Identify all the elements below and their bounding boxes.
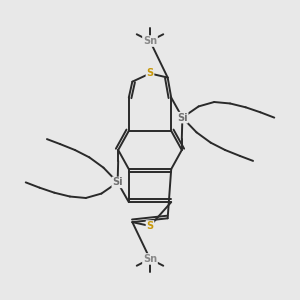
Text: Sn: Sn <box>143 36 157 46</box>
Text: Si: Si <box>177 112 188 123</box>
Text: S: S <box>146 68 154 78</box>
Text: S: S <box>146 221 154 231</box>
Text: Sn: Sn <box>143 254 157 264</box>
Text: Si: Si <box>112 177 123 188</box>
